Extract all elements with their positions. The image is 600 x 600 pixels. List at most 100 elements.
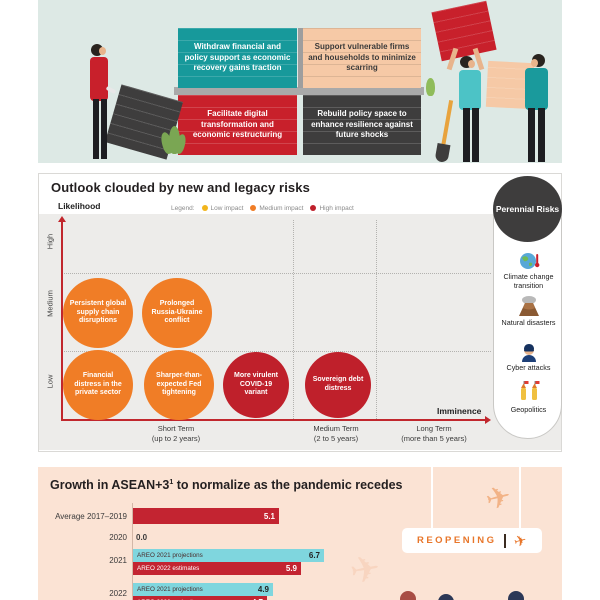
bar-2021-projections: AREO 2021 projections 6.7 — [133, 549, 324, 562]
person-center-leg — [463, 108, 470, 162]
person-left-face — [99, 47, 106, 55]
legend-item-high: High impact — [310, 205, 354, 212]
person-left-jacket — [90, 57, 108, 101]
bar-value: 4.7 — [252, 598, 267, 600]
person-center-face — [468, 60, 475, 68]
brick-panel-red — [431, 0, 497, 62]
policy-block-withdraw: Withdraw financial and policy support as… — [178, 28, 297, 88]
perennial-item-geopolitics: Geopolitics — [510, 405, 547, 414]
risk-outlook-card: Outlook clouded by new and legacy risks … — [38, 173, 562, 452]
x-axis-title: Imminence — [437, 406, 482, 416]
person-center-jacket — [459, 70, 481, 110]
bar-series-label: AREO 2021 projections — [137, 552, 203, 559]
bar-2021-estimates: AREO 2022 estimates 5.9 — [133, 562, 301, 575]
policy-block-text: Support vulnerable firms and households … — [308, 42, 416, 73]
y-axis-arrow-icon — [58, 216, 66, 222]
risk-bubble-russia-ukraine: Prolonged Russia-Ukraine conflict — [142, 278, 212, 348]
policy-block-text: Facilitate digital transformation and ec… — [192, 109, 283, 140]
person-right-face — [531, 59, 538, 67]
row-label-average: Average 2017–2019 — [55, 512, 127, 521]
legend-item-low: Low impact — [201, 205, 243, 212]
risk-card-title: Outlook clouded by new and legacy risks — [51, 180, 310, 195]
bar-value: 5.9 — [285, 564, 297, 573]
gridline — [376, 220, 377, 419]
y-tick-low: Low — [45, 374, 55, 389]
missiles-icon — [494, 378, 563, 407]
risk-bubble-fed-tightening: Sharper-than-expected Fed tightening — [144, 350, 214, 420]
x-tick-long-term: Long Term (more than 5 years) — [401, 424, 467, 443]
sign-hanging-line — [431, 467, 433, 529]
policy-block-digital: Facilitate digital transformation and ec… — [178, 95, 297, 155]
reopening-sign-label: REOPENING — [416, 535, 497, 546]
risk-bubble-supply-chain: Persistent global supply chain disruptio… — [63, 278, 133, 348]
risk-bubble-financial-distress: Financial distress in the private sector — [63, 350, 133, 420]
x-axis-line — [61, 419, 485, 421]
crowd-head — [508, 591, 524, 600]
y-tick-medium: Medium — [45, 290, 55, 317]
legend-item-medium: Medium impact — [250, 205, 303, 212]
bar-series-label: AREO 2022 estimates — [137, 565, 200, 572]
risk-legend: Legend: Low impact Medium impact High im… — [171, 205, 354, 212]
volcano-icon — [494, 294, 563, 321]
person-left-leg — [93, 99, 99, 159]
shovel-handle — [440, 100, 454, 148]
person-right-leg — [528, 108, 535, 162]
bar-series-label: AREO 2021 projections — [137, 586, 203, 593]
low-impact-dot-icon — [201, 205, 208, 211]
y-axis-line — [61, 222, 63, 419]
policy-block-text: Withdraw financial and policy support as… — [184, 42, 291, 73]
gridline — [61, 273, 491, 274]
bar-2022-projections-areo2021: AREO 2021 projections 4.9 — [133, 583, 273, 596]
climate-icon — [494, 250, 563, 277]
perennial-item-disasters: Natural disasters — [501, 318, 556, 327]
footnote-marker: 1 — [169, 478, 174, 486]
brick-divider-vertical — [298, 28, 303, 88]
sign-divider — [504, 533, 507, 548]
plane-silhouette-icon: ✈ — [482, 479, 515, 518]
person-left-leg — [101, 99, 107, 159]
gridline — [61, 351, 491, 352]
policy-block-rebuild: Rebuild policy space to enhance resilien… — [303, 95, 421, 155]
bar-chart-axis — [132, 503, 133, 600]
medium-impact-dot-icon — [250, 205, 257, 211]
bar-2022-projections-areo2022: AREO 2022 projections 4.7 — [133, 596, 267, 600]
person-center-leg — [472, 108, 479, 162]
plant-right-icon — [426, 78, 435, 96]
bar-value-2020: 0.0 — [136, 533, 148, 542]
brick-divider — [174, 87, 424, 95]
bar-value: 4.9 — [257, 585, 269, 594]
airplane-icon: ✈ — [512, 531, 530, 551]
risk-bubble-sovereign-debt: Sovereign debt distress — [305, 352, 371, 418]
hacker-icon — [494, 342, 563, 367]
row-label-2020: 2020 — [109, 533, 127, 542]
perennial-item-climate: Climate change transition — [503, 272, 554, 290]
y-tick-high: High — [45, 233, 55, 250]
x-tick-medium-term: Medium Term (2 to 5 years) — [313, 424, 359, 443]
policy-banner: Withdraw financial and policy support as… — [38, 0, 562, 163]
perennial-item-cyber: Cyber attacks — [506, 363, 551, 372]
growth-chart-title: Growth in ASEAN+31 to normalize as the p… — [50, 478, 403, 492]
growth-chart-section: Growth in ASEAN+31 to normalize as the p… — [38, 467, 562, 600]
bar-average-2017-2019: 5.1 — [133, 508, 279, 524]
plane-silhouette-icon: ✈ — [346, 546, 384, 593]
row-label-2022: 2022 — [109, 589, 127, 598]
policy-block-support: Support vulnerable firms and households … — [303, 28, 421, 88]
shovel-blade — [434, 143, 451, 163]
crowd-head — [400, 591, 416, 600]
person-right-leg — [538, 108, 545, 162]
sign-hanging-line — [519, 467, 521, 529]
x-axis-arrow-icon — [485, 416, 491, 424]
x-tick-short-term: Short Term (up to 2 years) — [151, 424, 201, 443]
crowd-head — [438, 594, 454, 600]
reopening-sign: REOPENING ✈ — [402, 528, 542, 553]
perennial-risks-badge: Perennial Risks — [493, 176, 562, 242]
legend-label: Legend: — [171, 205, 195, 212]
high-impact-dot-icon — [310, 205, 317, 211]
bar-value: 6.7 — [308, 551, 320, 560]
risk-bubble-covid-variant: More virulent COVID-19 variant — [223, 352, 289, 418]
gridline — [293, 220, 294, 419]
bar-value: 5.1 — [263, 511, 275, 521]
y-axis-title: Likelihood — [58, 201, 101, 211]
policy-block-text: Rebuild policy space to enhance resilien… — [311, 109, 413, 140]
